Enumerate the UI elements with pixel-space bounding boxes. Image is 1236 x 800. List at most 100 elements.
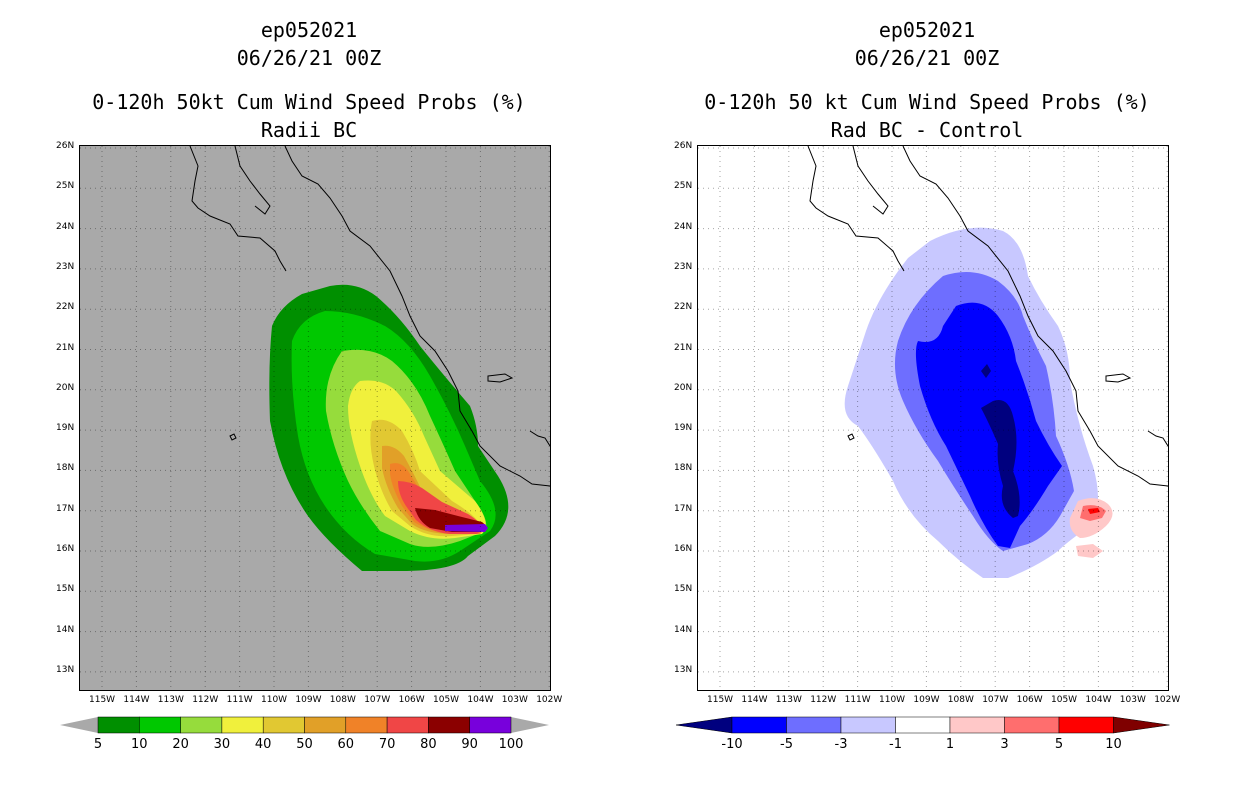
colorbar-extend-high xyxy=(1113,716,1170,734)
lon-tick-label: 108W xyxy=(947,695,974,705)
island-revillagigedo xyxy=(847,433,855,441)
lat-tick-label: 19N xyxy=(674,423,693,434)
datetime: 06/26/21 00Z xyxy=(236,46,382,70)
lon-tick-label: 102W xyxy=(1154,695,1181,705)
lat-gridlines xyxy=(698,147,1168,673)
colorbar-swatch xyxy=(139,716,181,734)
lat-tick-label: 22N xyxy=(56,302,75,313)
left-panel: ep052021 06/26/21 00Z 0-120h 50kt Cum Wi… xyxy=(56,18,563,752)
lat-tick-label: 16N xyxy=(56,544,75,554)
lon-tick-label: 106W xyxy=(398,695,425,705)
colorbar-label: 5 xyxy=(93,737,103,752)
colorbar-label: 90 xyxy=(461,737,478,752)
colorbar-label: -1 xyxy=(889,737,902,752)
lon-tick-label: 106W xyxy=(1016,695,1043,705)
lon-tick-label: 105W xyxy=(1051,695,1078,705)
lon-tick-label: 111W xyxy=(844,695,871,705)
lon-tick-label: 114W xyxy=(123,695,150,705)
lat-tick-label: 19N xyxy=(56,423,75,434)
colorbar-swatch xyxy=(345,716,388,734)
lon-tick-label: 110W xyxy=(879,695,906,705)
coastline-jalisco xyxy=(529,430,550,447)
plot-subtitle: Rad BC - Control xyxy=(830,118,1024,142)
lon-tick-label: 103W xyxy=(1119,695,1146,705)
lat-tick-label: 25N xyxy=(56,181,75,192)
lon-tick-label: 103W xyxy=(501,695,528,705)
lon-tick-label: 112W xyxy=(192,695,219,705)
lat-tick-label: 20N xyxy=(674,382,693,393)
lat-gridlines xyxy=(80,147,550,673)
colorbar-label: -10 xyxy=(721,737,743,752)
colorbar-label: 100 xyxy=(498,737,524,752)
colorbar-label: 60 xyxy=(337,737,355,752)
lat-tick-label: 21N xyxy=(56,342,75,353)
lat-tick-label: 14N xyxy=(56,624,75,635)
lat-tick-label: 26N xyxy=(56,141,75,151)
colorbar-swatch xyxy=(840,716,896,734)
colorbar-swatch xyxy=(221,716,264,734)
plot-title: 0-120h 50 kt Cum Wind Speed Probs (%) xyxy=(704,90,1150,114)
colorbar-swatch xyxy=(180,716,223,734)
lat-tick-label: 17N xyxy=(56,503,75,514)
colorbar-swatch xyxy=(97,716,140,734)
colorbar-label: 20 xyxy=(172,737,189,752)
colorbar-swatch xyxy=(1004,716,1060,734)
colorbar xyxy=(675,716,1170,734)
coastline-baja xyxy=(189,146,287,272)
coastlines xyxy=(189,146,550,487)
colorbar-boxes xyxy=(675,716,1170,734)
island-marias xyxy=(487,373,514,383)
colorbar-extend-low xyxy=(675,716,733,734)
diff-minus-5 xyxy=(915,302,1062,548)
lat-tick-label: 24N xyxy=(674,221,693,232)
diff-minus-10 xyxy=(981,364,1020,518)
colorbar-swatch xyxy=(786,716,842,734)
colorbar-label: 10 xyxy=(1105,737,1122,752)
right-panel: ep052021 06/26/21 00Z 0-120h 50 kt Cum W… xyxy=(618,0,1236,800)
lat-tick-label: 18N xyxy=(674,463,693,474)
map-canvas xyxy=(698,146,1168,690)
coastline-baja xyxy=(807,146,905,272)
lat-tick-label: 20N xyxy=(56,382,75,393)
coastline-jalisco xyxy=(1147,430,1168,447)
prob-90 xyxy=(445,524,488,532)
difference-map xyxy=(697,145,1169,691)
coastline-baja-gulf xyxy=(234,146,271,215)
probability-contours xyxy=(269,284,509,571)
lat-tick-label: 16N xyxy=(674,544,693,554)
colorbar-swatch xyxy=(1058,716,1114,734)
lon-tick-label: 108W xyxy=(329,695,356,705)
island-revillagigedo xyxy=(229,433,237,441)
lon-tick-label: 109W xyxy=(295,695,322,705)
colorbar-swatch xyxy=(386,716,429,734)
lon-tick-label: 104W xyxy=(1085,695,1112,705)
lon-tick-label: 111W xyxy=(226,695,253,705)
colorbar-extend-high xyxy=(511,717,549,733)
lat-tick-label: 23N xyxy=(674,261,693,272)
map-canvas xyxy=(80,146,550,690)
colorbar-label: 1 xyxy=(945,737,955,752)
colorbar-label: 10 xyxy=(131,737,148,752)
lat-tick-label: 23N xyxy=(56,261,75,272)
colorbar-boxes xyxy=(60,716,549,734)
colorbar-label: 3 xyxy=(1000,737,1009,752)
lon-tick-label: 114W xyxy=(741,695,768,705)
colorbar-label: -5 xyxy=(780,737,793,752)
lat-tick-label: 18N xyxy=(56,463,75,474)
plot-title: 0-120h 50kt Cum Wind Speed Probs (%) xyxy=(92,90,526,114)
colorbar-swatch xyxy=(469,716,512,734)
island-marias xyxy=(1105,373,1132,383)
storm-id: ep052021 xyxy=(878,18,976,42)
lon-tick-label: 109W xyxy=(913,695,940,705)
lat-tick-label: 15N xyxy=(674,584,693,595)
coastline-baja-gulf xyxy=(852,146,889,215)
lon-gridlines xyxy=(719,146,1168,690)
colorbar-swatch xyxy=(949,716,1005,734)
lon-tick-label: 112W xyxy=(810,695,837,705)
lon-tick-label: 115W xyxy=(89,695,116,705)
datetime: 06/26/21 00Z xyxy=(854,46,1000,70)
lon-tick-label: 113W xyxy=(157,695,184,705)
lon-tick-label: 115W xyxy=(707,695,734,705)
lat-tick-label: 26N xyxy=(674,141,693,151)
lon-tick-label: 102W xyxy=(536,695,563,705)
